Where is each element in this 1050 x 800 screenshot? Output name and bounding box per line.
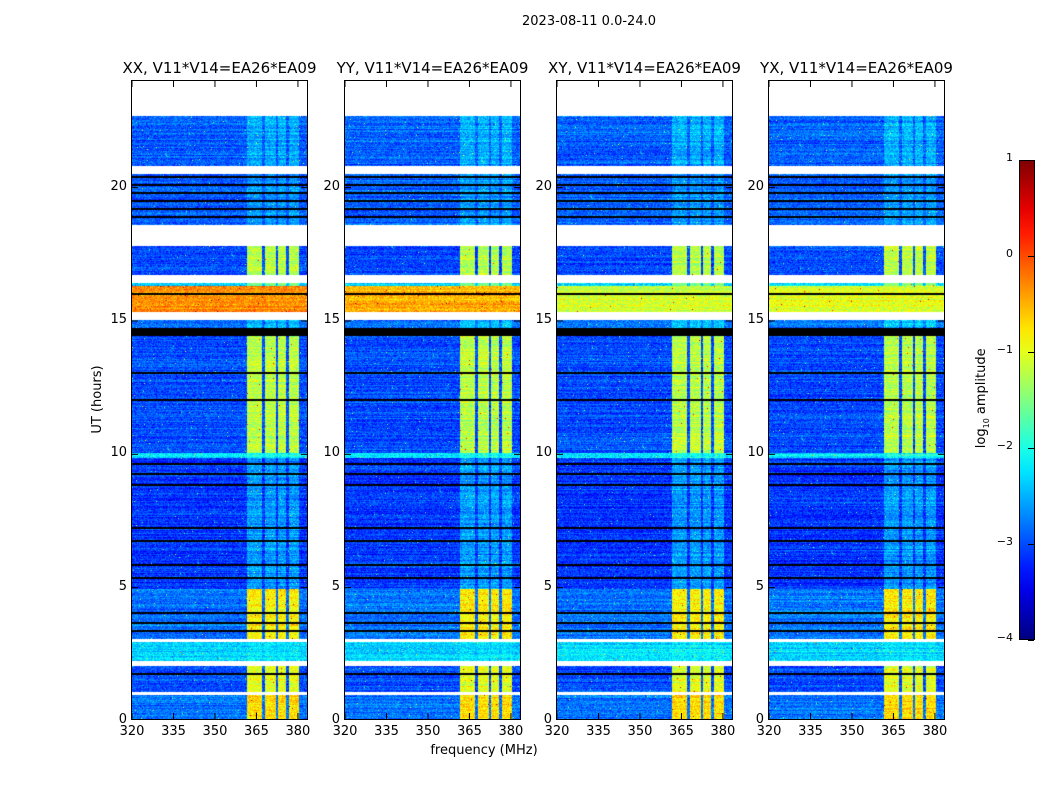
x-tick-label: 350 <box>839 724 865 739</box>
x-tick-label: 380 <box>498 724 524 739</box>
colorbar-tick-label: −1 <box>996 343 1013 356</box>
colorbar-tick-mark <box>1028 160 1034 161</box>
colorbar-tick-mark <box>1028 256 1034 257</box>
y-tick-label: 10 <box>323 445 340 461</box>
y-tick-label: 10 <box>535 445 552 461</box>
heatmap-yy <box>345 81 520 719</box>
y-tick-label: 10 <box>110 445 127 461</box>
x-tick-label: 335 <box>798 724 823 739</box>
panel-title-yx: YX, V11*V14=EA26*EA09 <box>760 59 953 77</box>
colorbar-tick-label: 0 <box>1006 247 1013 260</box>
axis-ticks-yx <box>769 81 944 719</box>
panel-xx <box>131 80 308 720</box>
panel-yy <box>344 80 521 720</box>
x-tick-label: 365 <box>669 724 694 739</box>
colorbar-tick-label: −2 <box>996 439 1013 452</box>
y-tick-label: 5 <box>118 578 127 594</box>
x-tick-label: 365 <box>244 724 269 739</box>
y-tick-label: 20 <box>535 178 552 194</box>
colorbar <box>1019 160 1035 640</box>
y-tick-label: 20 <box>110 178 127 194</box>
axis-ticks-yy <box>345 81 520 719</box>
x-tick-label: 365 <box>881 724 906 739</box>
y-tick-label: 20 <box>747 178 764 194</box>
colorbar-tick-mark <box>1028 544 1034 545</box>
y-tick-label: 15 <box>110 312 127 327</box>
panel-yx <box>768 80 945 720</box>
x-tick-label: 335 <box>161 724 186 739</box>
x-tick-label: 380 <box>922 724 948 739</box>
heatmap-xy <box>557 81 732 719</box>
x-tick-label: 320 <box>756 724 782 739</box>
x-tick-label: 320 <box>332 724 358 739</box>
heatmap-yx <box>769 81 944 719</box>
y-tick-label: 5 <box>755 578 764 594</box>
colorbar-tick-mark <box>1028 352 1034 353</box>
axis-ticks-xx <box>132 81 307 719</box>
colorbar-tick-mark <box>1028 640 1034 641</box>
colorbar-tick-label: 1 <box>1006 151 1013 164</box>
colorbar-tick-mark <box>1028 448 1034 449</box>
y-tick-label: 15 <box>747 312 764 327</box>
x-axis-label: frequency (MHz) <box>430 743 538 758</box>
axis-ticks-xy <box>557 81 732 719</box>
y-tick-label: 0 <box>331 712 340 727</box>
y-tick-label: 20 <box>323 178 340 194</box>
x-tick-label: 350 <box>627 724 653 739</box>
x-tick-label: 335 <box>586 724 611 739</box>
panel-title-xy: XY, V11*V14=EA26*EA09 <box>548 59 741 77</box>
y-tick-label: 0 <box>755 712 764 727</box>
x-tick-label: 320 <box>119 724 145 739</box>
x-tick-label: 380 <box>285 724 311 739</box>
heatmap-xx <box>132 81 307 719</box>
panel-xy <box>556 80 733 720</box>
y-axis-label: UT (hours) <box>90 365 105 434</box>
x-tick-label: 350 <box>202 724 228 739</box>
y-tick-label: 5 <box>331 578 340 594</box>
y-tick-label: 15 <box>323 312 340 327</box>
x-tick-label: 365 <box>457 724 482 739</box>
x-tick-label: 320 <box>544 724 570 739</box>
x-tick-label: 335 <box>374 724 399 739</box>
x-tick-label: 380 <box>710 724 736 739</box>
y-tick-label: 10 <box>747 445 764 461</box>
y-tick-label: 0 <box>543 712 552 727</box>
panel-title-yy: YY, V11*V14=EA26*EA09 <box>336 59 529 77</box>
y-tick-label: 15 <box>535 312 552 327</box>
panel-title-xx: XX, V11*V14=EA26*EA09 <box>122 59 317 77</box>
y-tick-label: 0 <box>118 712 127 727</box>
y-tick-label: 5 <box>543 578 552 594</box>
figure-title: 2023-08-11 0.0-24.0 <box>522 14 656 29</box>
x-tick-label: 350 <box>415 724 441 739</box>
colorbar-tick-label: −4 <box>996 631 1013 644</box>
colorbar-tick-label: −3 <box>996 535 1013 548</box>
